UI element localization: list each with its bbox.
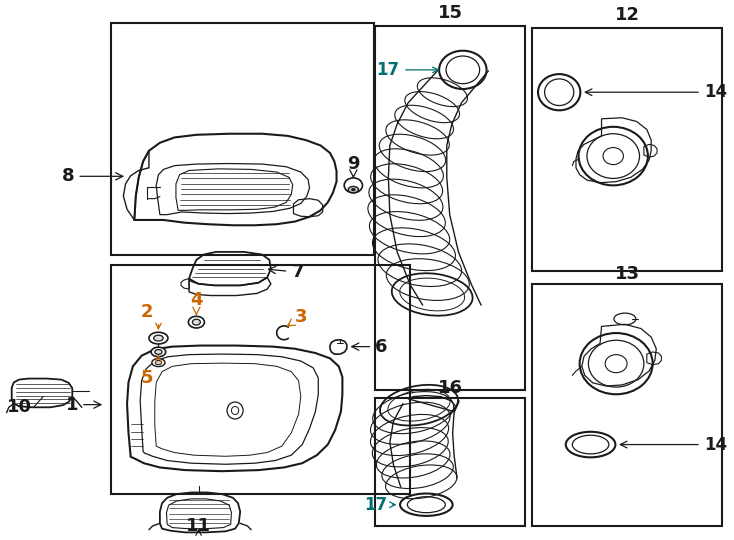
Text: 14: 14: [620, 436, 727, 454]
Ellipse shape: [192, 319, 200, 325]
Text: 4: 4: [190, 291, 203, 315]
Bar: [111, 23, 374, 254]
Bar: [532, 284, 722, 526]
Ellipse shape: [189, 316, 204, 328]
Text: 9: 9: [347, 155, 360, 177]
Bar: [111, 265, 410, 494]
Text: 5: 5: [140, 369, 153, 387]
Text: 13: 13: [614, 265, 639, 283]
Ellipse shape: [152, 359, 165, 367]
Ellipse shape: [155, 349, 162, 354]
Text: 15: 15: [438, 4, 463, 22]
Ellipse shape: [151, 347, 166, 357]
Text: 1: 1: [65, 396, 101, 414]
Bar: [532, 28, 722, 271]
Text: 16: 16: [438, 379, 463, 397]
Text: 17: 17: [365, 496, 388, 514]
Ellipse shape: [348, 186, 358, 193]
Text: 7: 7: [269, 263, 304, 281]
Text: 11: 11: [186, 517, 211, 535]
Ellipse shape: [149, 332, 168, 344]
Text: 2: 2: [140, 303, 153, 321]
Bar: [375, 399, 525, 526]
Bar: [375, 26, 525, 390]
Text: 6: 6: [352, 338, 388, 356]
Ellipse shape: [153, 335, 163, 341]
Text: 12: 12: [614, 6, 639, 24]
Text: 8: 8: [62, 167, 123, 185]
Text: 10: 10: [7, 399, 32, 416]
Text: 17: 17: [377, 61, 399, 79]
Ellipse shape: [155, 361, 161, 365]
Ellipse shape: [352, 188, 355, 191]
Text: 3: 3: [288, 308, 308, 326]
Text: 14: 14: [585, 83, 727, 101]
